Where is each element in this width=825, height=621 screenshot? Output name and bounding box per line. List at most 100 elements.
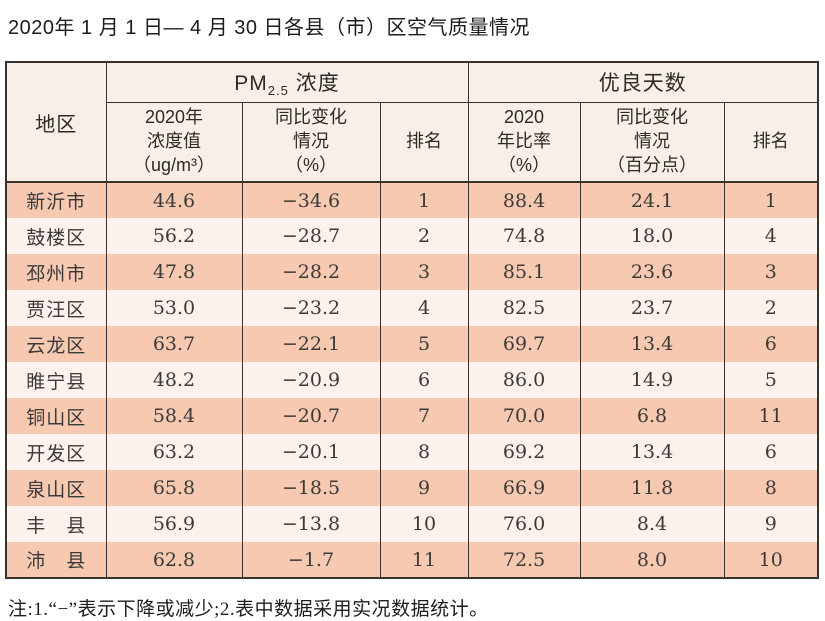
header-group-row: 地区 PM2.5 浓度 优良天数 [5, 62, 819, 183]
table-row: 贾汪区 53.0 −23.2 4 82.5 23.7 2 [5, 290, 819, 326]
gd-ratio-cell: 72.5 [467, 542, 581, 578]
gd-change-cell: 14.9 [579, 362, 725, 398]
gd-rank-cell: 8 [723, 470, 819, 506]
air-quality-table: 地区 PM2.5 浓度 优良天数 2020年 浓度值 （ug/m³） 同比变化 … [5, 61, 820, 579]
pm-value-cell: 44.6 [105, 182, 243, 218]
region-cell: 贾汪区 [5, 290, 107, 326]
gd-rank-cell: 2 [723, 290, 819, 326]
gd-ratio-cell: 76.0 [467, 506, 581, 542]
gd-change-cell: 23.7 [579, 290, 725, 326]
gd-rank-cell: 11 [723, 398, 819, 434]
pm-value-cell: 56.9 [105, 506, 243, 542]
gd-ratio-cell: 74.8 [467, 218, 581, 254]
header-good-days-rank: 排名 [723, 102, 819, 183]
table-row: 铜山区 58.4 −20.7 7 70.0 6.8 11 [5, 398, 819, 434]
header-sub-row: 2020年 浓度值 （ug/m³） 同比变化 情况 （%） 排名 2020 年比… [6, 102, 819, 183]
header-pm-change: 同比变化 情况 （%） [241, 102, 381, 183]
pm-value-cell: 48.2 [105, 362, 243, 398]
gd-change-cell: 18.0 [579, 218, 725, 254]
pm-rank-cell: 4 [379, 290, 469, 326]
pm-change-cell: −20.7 [241, 398, 381, 434]
pm-change-cell: −28.7 [241, 218, 381, 254]
pm-value-cell: 53.0 [105, 290, 243, 326]
gd-rank-cell: 10 [723, 542, 819, 578]
table-row: 沛 县 62.8 −1.7 11 72.5 8.0 10 [5, 542, 819, 578]
gd-rank-cell: 6 [723, 434, 819, 470]
gd-rank-cell: 1 [723, 182, 819, 218]
table-row: 睢宁县 48.2 −20.9 6 86.0 14.9 5 [5, 362, 819, 398]
region-cell: 鼓楼区 [5, 218, 107, 254]
pm-change-cell: −28.2 [241, 254, 381, 290]
gd-change-cell: 24.1 [579, 182, 725, 218]
pm-value-cell: 62.8 [105, 542, 243, 578]
pm-value-cell: 65.8 [105, 470, 243, 506]
region-cell: 沛 县 [5, 542, 107, 578]
region-cell: 丰 县 [5, 506, 107, 542]
region-cell: 睢宁县 [5, 362, 107, 398]
table-header: 地区 PM2.5 浓度 优良天数 2020年 浓度值 （ug/m³） 同比变化 … [5, 62, 819, 183]
header-pm-rank: 排名 [379, 102, 469, 183]
gd-rank-cell: 5 [723, 362, 819, 398]
header-good-days-ratio: 2020 年比率 （%） [467, 102, 581, 183]
table-row: 开发区 63.2 −20.1 8 69.2 13.4 6 [5, 434, 819, 470]
table-row: 鼓楼区 56.2 −28.7 2 74.8 18.0 4 [5, 218, 819, 254]
gd-change-cell: 23.6 [579, 254, 725, 290]
pm-rank-cell: 2 [379, 218, 469, 254]
gd-rank-cell: 3 [723, 254, 819, 290]
table-row: 新沂市 44.6 −34.6 1 88.4 24.1 1 [5, 182, 819, 218]
pm-rank-cell: 7 [379, 398, 469, 434]
table-row: 邳州市 47.8 −28.2 3 85.1 23.6 3 [5, 254, 819, 290]
pm-change-cell: −20.1 [241, 434, 381, 470]
gd-ratio-cell: 69.2 [467, 434, 581, 470]
pm-rank-cell: 11 [379, 542, 469, 578]
pm-value-cell: 56.2 [105, 218, 243, 254]
gd-change-cell: 6.8 [579, 398, 725, 434]
pm25-label-post: 浓度 [288, 71, 340, 95]
gd-rank-cell: 4 [723, 218, 819, 254]
gd-ratio-cell: 69.7 [467, 326, 581, 362]
gd-ratio-cell: 70.0 [467, 398, 581, 434]
pm-value-cell: 63.7 [105, 326, 243, 362]
pm-change-cell: −18.5 [241, 470, 381, 506]
gd-ratio-cell: 66.9 [467, 470, 581, 506]
pm25-label-subscript: 2.5 [267, 82, 289, 98]
pm-rank-cell: 6 [379, 362, 469, 398]
gd-ratio-cell: 86.0 [467, 362, 581, 398]
pm-rank-cell: 8 [379, 434, 469, 470]
region-cell: 泉山区 [5, 470, 107, 506]
gd-ratio-cell: 82.5 [467, 290, 581, 326]
pm-change-cell: −20.9 [241, 362, 381, 398]
header-region: 地区 [5, 62, 107, 183]
pm-value-cell: 58.4 [105, 398, 243, 434]
pm-change-cell: −1.7 [241, 542, 381, 578]
header-good-days-change: 同比变化 情况 （百分点） [579, 102, 725, 183]
footnote: 注:1.“−”表示下降或减少;2.表中数据采用实况数据统计。 [8, 599, 489, 620]
pm25-label-pre: PM [234, 71, 268, 95]
region-cell: 铜山区 [5, 398, 107, 434]
table-body: 新沂市 44.6 −34.6 1 88.4 24.1 1 鼓楼区 56.2 −28.7 2 74.8 1… [5, 182, 819, 578]
region-cell: 云龙区 [5, 326, 107, 362]
table-row: 泉山区 65.8 −18.5 9 66.9 11.8 8 [5, 470, 819, 506]
pm-change-cell: −23.2 [241, 290, 381, 326]
gd-change-cell: 8.0 [579, 542, 725, 578]
pm-change-cell: −22.1 [241, 326, 381, 362]
table-row: 丰 县 56.9 −13.8 10 76.0 8.4 9 [5, 506, 819, 542]
region-cell: 开发区 [5, 434, 107, 470]
pm-value-cell: 47.8 [105, 254, 243, 290]
table-row: 云龙区 63.7 −22.1 5 69.7 13.4 6 [5, 326, 819, 362]
pm-rank-cell: 5 [379, 326, 469, 362]
gd-change-cell: 11.8 [579, 470, 725, 506]
pm-rank-cell: 10 [379, 506, 469, 542]
header-pm-value: 2020年 浓度值 （ug/m³） [105, 102, 243, 183]
gd-rank-cell: 6 [723, 326, 819, 362]
page-title: 2020年 1 月 1 日— 4 月 30 日各县（市）区空气质量情况 [8, 17, 531, 39]
pm-change-cell: −34.6 [241, 182, 381, 218]
pm-rank-cell: 3 [379, 254, 469, 290]
header-group-pm25: PM2.5 浓度 [105, 62, 469, 103]
gd-change-cell: 13.4 [579, 434, 725, 470]
gd-change-cell: 8.4 [579, 506, 725, 542]
pm-value-cell: 63.2 [105, 434, 243, 470]
gd-ratio-cell: 85.1 [467, 254, 581, 290]
gd-ratio-cell: 88.4 [467, 182, 581, 218]
